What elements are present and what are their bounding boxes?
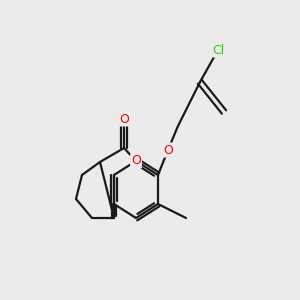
- Text: O: O: [163, 143, 173, 157]
- Text: O: O: [119, 112, 129, 125]
- Text: O: O: [131, 154, 141, 167]
- Text: Cl: Cl: [212, 44, 224, 56]
